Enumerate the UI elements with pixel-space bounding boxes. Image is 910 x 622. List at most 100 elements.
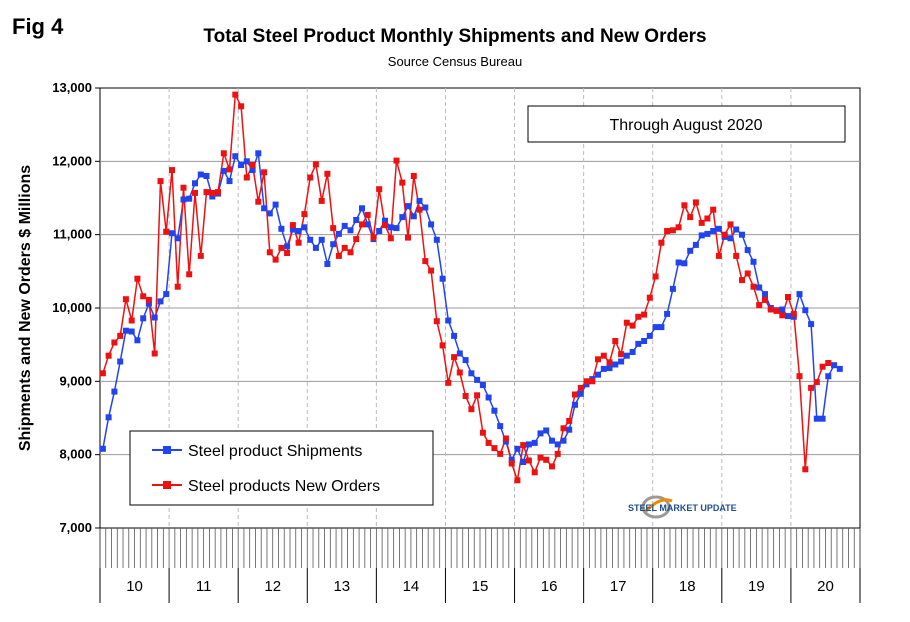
- data-point-shipments: [669, 285, 676, 292]
- data-point-orders: [272, 256, 279, 263]
- data-point-shipments: [479, 382, 486, 388]
- data-point-shipments: [600, 365, 607, 372]
- data-point-orders: [157, 178, 164, 185]
- data-point-shipments: [715, 225, 722, 232]
- data-point-shipments: [261, 205, 268, 212]
- data-point-orders: [111, 339, 118, 346]
- data-point-shipments: [623, 352, 630, 359]
- data-point-orders: [197, 252, 204, 259]
- data-point-shipments: [238, 162, 245, 168]
- y-axis-label: Shipments and New Orders $ Millions: [17, 165, 34, 451]
- data-point-orders: [675, 224, 682, 231]
- data-point-orders: [762, 296, 768, 303]
- data-point-orders: [128, 317, 135, 324]
- data-point-orders: [739, 277, 745, 284]
- y-tick-label: 11,000: [53, 227, 92, 242]
- data-point-orders: [750, 283, 757, 290]
- data-point-shipments: [779, 306, 786, 313]
- data-point-orders: [145, 296, 152, 303]
- data-point-orders: [416, 206, 423, 213]
- data-point-orders: [312, 161, 319, 168]
- data-point-shipments: [549, 437, 555, 444]
- data-point-orders: [445, 379, 452, 386]
- data-point-orders: [641, 311, 648, 318]
- data-point-orders: [318, 197, 325, 204]
- x-year-label: 20: [817, 578, 834, 595]
- data-point-orders: [808, 384, 815, 391]
- data-point-orders: [341, 244, 348, 251]
- data-point-orders: [785, 294, 791, 300]
- data-point-orders: [514, 477, 521, 484]
- data-point-orders: [629, 322, 636, 329]
- data-point-shipments: [681, 260, 688, 267]
- data-point-orders: [698, 219, 705, 226]
- data-point-orders: [554, 450, 561, 457]
- data-point-orders: [572, 391, 578, 398]
- data-point-orders: [692, 199, 699, 206]
- data-point-shipments: [416, 197, 423, 204]
- data-point-orders: [249, 162, 256, 168]
- data-point-shipments: [117, 358, 124, 365]
- data-point-shipments: [209, 193, 216, 200]
- data-point-shipments: [508, 456, 515, 463]
- data-point-orders: [664, 228, 671, 234]
- data-point-orders: [612, 338, 619, 344]
- chart-subtitle: Source Census Bureau: [387, 54, 523, 69]
- data-point-shipments: [330, 241, 337, 248]
- x-year-label: 13: [333, 578, 350, 595]
- data-point-shipments: [151, 314, 158, 321]
- data-point-orders: [99, 370, 106, 377]
- data-point-shipments: [808, 321, 815, 328]
- data-point-orders: [606, 359, 613, 366]
- data-point-orders: [767, 306, 774, 313]
- data-point-orders: [278, 244, 285, 251]
- data-point-shipments: [595, 371, 601, 378]
- data-point-orders: [192, 189, 198, 196]
- data-point-orders: [238, 103, 245, 110]
- data-point-shipments: [203, 173, 210, 179]
- data-point-orders: [169, 167, 175, 174]
- x-year-label: 17: [610, 578, 627, 595]
- data-point-orders: [485, 439, 492, 446]
- data-point-orders: [600, 352, 607, 359]
- data-point-shipments: [577, 390, 584, 397]
- x-year-label: 18: [679, 578, 696, 595]
- data-point-shipments: [658, 324, 665, 331]
- data-point-orders: [537, 454, 544, 461]
- data-point-shipments: [710, 228, 717, 234]
- data-point-orders: [744, 270, 751, 277]
- data-point-shipments: [232, 153, 239, 160]
- data-point-shipments: [439, 275, 446, 282]
- y-tick-label: 12,000: [52, 153, 92, 168]
- data-point-shipments: [618, 358, 625, 365]
- data-point-shipments: [163, 291, 170, 298]
- x-year-label: 12: [264, 578, 281, 595]
- data-point-shipments: [387, 224, 394, 231]
- data-point-orders: [382, 222, 388, 229]
- legend-marker-shipments: [163, 446, 171, 454]
- data-point-shipments: [727, 235, 734, 242]
- data-point-orders: [479, 429, 486, 436]
- data-point-orders: [566, 417, 573, 424]
- data-point-orders: [335, 252, 342, 259]
- data-point-orders: [497, 450, 504, 457]
- data-point-orders: [393, 157, 400, 164]
- data-point-orders: [347, 249, 354, 256]
- data-point-orders: [215, 189, 221, 196]
- legend-box: [129, 430, 434, 506]
- data-point-orders: [710, 206, 717, 213]
- series-layer: [99, 91, 843, 484]
- data-point-orders: [255, 198, 262, 205]
- data-point-orders: [307, 174, 314, 181]
- data-point-shipments: [186, 195, 193, 202]
- data-point-shipments: [560, 437, 567, 444]
- data-point-orders: [433, 318, 440, 325]
- data-point-orders: [577, 384, 584, 391]
- data-point-shipments: [359, 205, 365, 212]
- data-point-orders: [508, 460, 515, 467]
- data-point-shipments: [641, 338, 648, 344]
- data-point-shipments: [134, 337, 141, 344]
- data-point-orders: [364, 211, 371, 218]
- data-point-orders: [773, 307, 780, 314]
- note-text: Through August 2020: [609, 117, 762, 134]
